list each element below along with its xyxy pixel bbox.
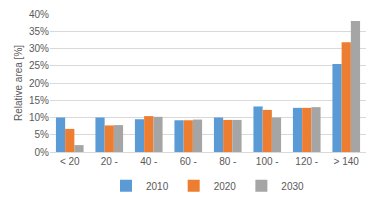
svg-text:10%: 10% [29, 112, 49, 123]
svg-text:15%: 15% [29, 95, 49, 106]
svg-text:80 -: 80 - [219, 156, 236, 167]
svg-text:20 -: 20 - [101, 156, 118, 167]
svg-text:25%: 25% [29, 60, 49, 71]
svg-text:60 -: 60 - [180, 156, 197, 167]
svg-text:100 -: 100 - [256, 156, 279, 167]
svg-text:20%: 20% [29, 78, 49, 89]
svg-text:< 20: < 20 [60, 156, 80, 167]
svg-text:120 -: 120 - [295, 156, 318, 167]
svg-text:Relative area [%]: Relative area [%] [13, 45, 24, 121]
svg-text:0%: 0% [35, 147, 50, 158]
svg-text:2010: 2010 [146, 181, 169, 192]
svg-text:2030: 2030 [281, 181, 304, 192]
svg-text:35%: 35% [29, 26, 49, 37]
svg-text:30%: 30% [29, 43, 49, 54]
svg-text:40 -: 40 - [140, 156, 157, 167]
svg-text:5%: 5% [35, 129, 50, 140]
svg-text:2020: 2020 [214, 181, 237, 192]
svg-text:40%: 40% [29, 9, 49, 20]
svg-text:> 140: > 140 [334, 156, 360, 167]
